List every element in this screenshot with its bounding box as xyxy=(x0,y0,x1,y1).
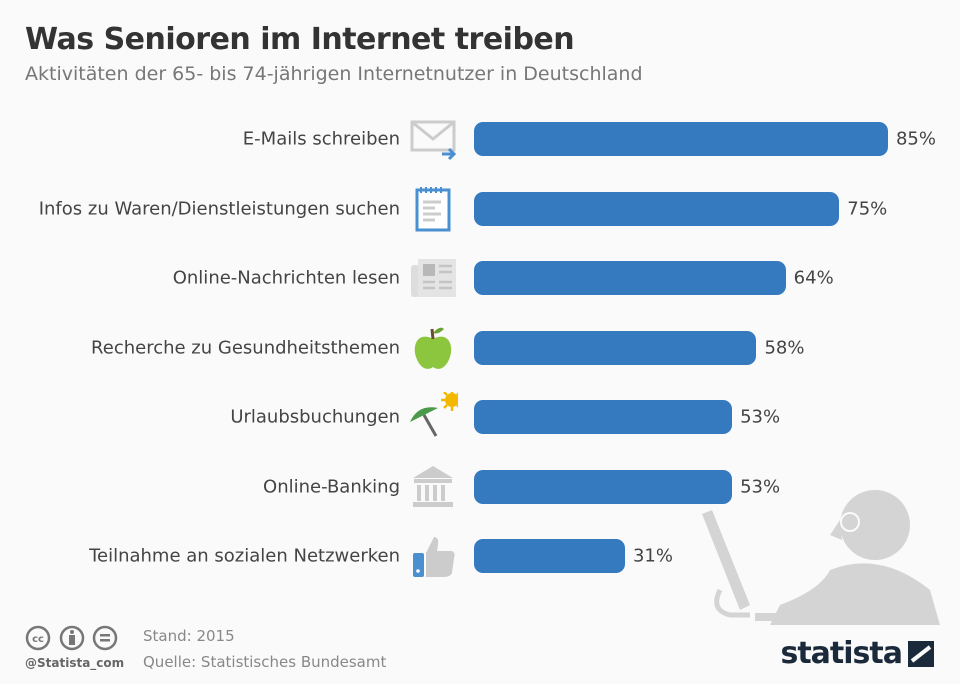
bar xyxy=(474,469,733,504)
bar xyxy=(474,330,757,365)
bar xyxy=(474,122,888,156)
apple-icon xyxy=(414,327,452,369)
newspaper-icon xyxy=(411,259,456,297)
logo-text: statista xyxy=(780,636,903,671)
notepad-icon xyxy=(415,186,451,231)
category-label: Online-Nachrichten lesen xyxy=(172,267,400,289)
value-label: 53% xyxy=(740,476,781,497)
svg-text:cc: cc xyxy=(32,634,44,645)
category-label: Urlaubsbuchungen xyxy=(230,406,400,428)
category-label: Infos zu Waren/Dienstleistungen suchen xyxy=(38,198,400,219)
bar xyxy=(474,400,733,434)
stand-date: Stand: 2015 xyxy=(143,627,235,645)
cc-license-icons: cc xyxy=(25,625,118,651)
twitter-handle: @Statista_com xyxy=(25,656,125,670)
category-label: Teilnahme an sozialen Netzwerken xyxy=(89,545,400,567)
bar xyxy=(474,261,786,295)
value-label: 64% xyxy=(793,267,834,289)
category-label: Recherche zu Gesundheitsthemen xyxy=(91,337,400,358)
bar xyxy=(474,539,625,573)
value-label: 85% xyxy=(895,128,936,150)
category-label: E-Mails schreiben xyxy=(242,128,400,150)
value-label: 53% xyxy=(740,406,781,428)
chart-title: Was Senioren im Internet treiben xyxy=(25,22,575,57)
source: Quelle: Statistisches Bundesamt xyxy=(143,653,387,671)
value-label: 58% xyxy=(764,337,805,358)
thumbs-up-icon xyxy=(413,537,455,577)
statista-logo-icon xyxy=(908,640,934,667)
statista-logo[interactable]: statista xyxy=(780,636,934,671)
chart-subtitle: Aktivitäten der 65- bis 74-jährigen Inte… xyxy=(25,63,643,85)
category-label: Online-Banking xyxy=(263,476,400,497)
bar xyxy=(474,191,840,226)
senior-at-computer-illustration xyxy=(702,490,940,625)
value-label: 31% xyxy=(632,545,673,567)
umbrella-sun-icon xyxy=(410,392,458,437)
value-label: 75% xyxy=(847,198,888,219)
bank-icon xyxy=(413,465,453,507)
envelope-icon xyxy=(410,120,457,161)
